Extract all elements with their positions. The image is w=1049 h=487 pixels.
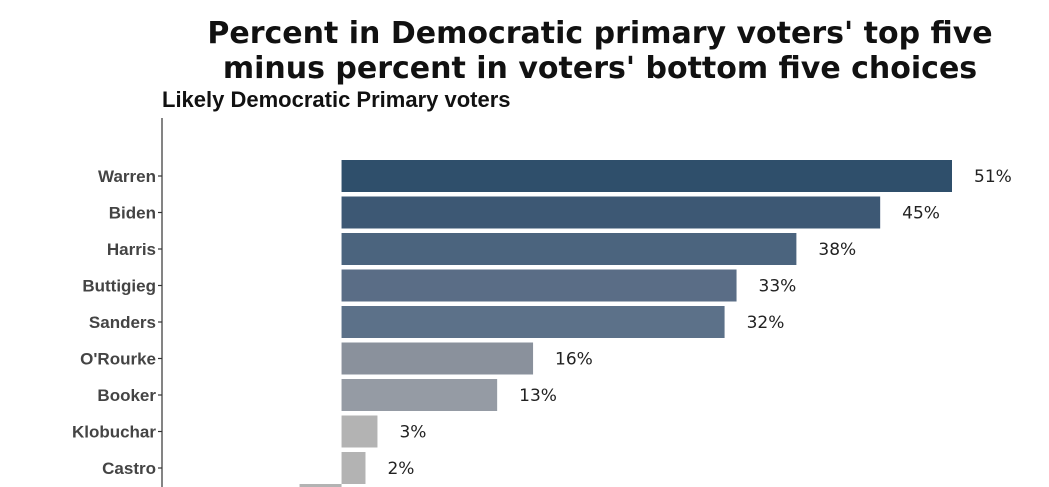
value-label: 32% xyxy=(747,313,785,333)
chart-title-line-1: Percent in Democratic primary voters' to… xyxy=(207,16,992,51)
chart-title-line-2: minus percent in voters' bottom five cho… xyxy=(223,51,977,86)
value-label: 38% xyxy=(818,240,856,260)
value-label: 33% xyxy=(759,277,797,297)
value-label: 3% xyxy=(399,423,426,443)
value-label: 13% xyxy=(519,386,557,406)
bar xyxy=(341,196,881,229)
category-label: Buttigieg xyxy=(82,277,156,296)
category-label: Biden xyxy=(109,204,156,223)
bar xyxy=(341,160,953,192)
bar xyxy=(341,342,534,375)
partial-bar xyxy=(299,484,342,487)
category-label: Sanders xyxy=(89,313,156,332)
category-label: Booker xyxy=(97,386,156,405)
category-label: Klobuchar xyxy=(72,423,156,442)
bars-group: Warren 51% Biden 45% Harris 38% Buttigieg 33% Sa… xyxy=(72,160,1012,487)
category-label: Harris xyxy=(107,240,156,259)
value-label: 2% xyxy=(387,459,414,479)
bar xyxy=(341,415,378,448)
chart-subtitle: Likely Democratic Primary voters xyxy=(162,87,511,112)
bar xyxy=(341,269,737,302)
value-label: 16% xyxy=(555,350,593,370)
category-label: O'Rourke xyxy=(80,350,156,369)
value-label: 45% xyxy=(902,204,940,224)
bar xyxy=(341,379,498,411)
category-label: Castro xyxy=(102,459,156,478)
bar xyxy=(341,306,725,338)
bar xyxy=(341,452,366,484)
bar xyxy=(341,233,797,265)
value-label: 51% xyxy=(974,167,1012,187)
category-label: Warren xyxy=(98,167,156,186)
